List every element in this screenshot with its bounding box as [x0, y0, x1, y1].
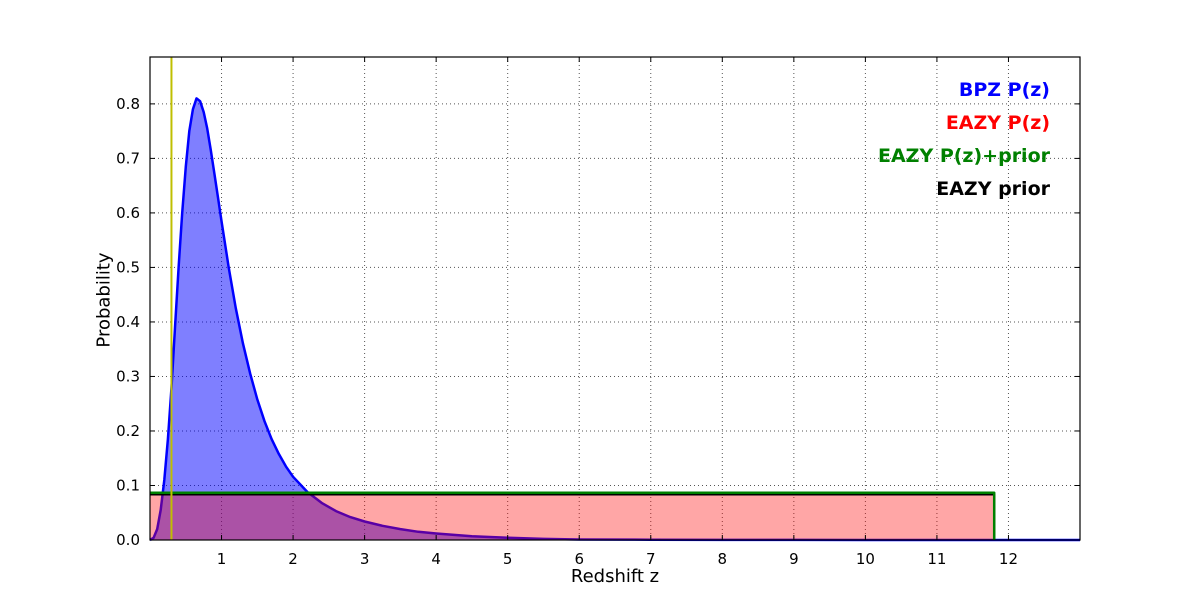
x-tick-label: 6	[574, 550, 584, 568]
y-tick-label: 0.0	[116, 531, 140, 549]
y-tick-label: 0.3	[116, 367, 140, 385]
x-tick-label: 2	[288, 550, 298, 568]
y-tick-label: 0.2	[116, 422, 140, 440]
plot-background	[150, 57, 1080, 540]
series-line-bpz-pz	[149, 97, 1080, 542]
series-fill-eazy-pz	[150, 493, 995, 540]
x-axis-label: Redshift z	[570, 566, 660, 587]
x-tick-label: 5	[503, 550, 513, 568]
axes-frame	[149, 56, 1081, 541]
legend-item-bpz-pz: BPZ P(z)	[958, 79, 1050, 101]
x-tick-label: 3	[360, 550, 370, 568]
y-tick-label: 0.6	[116, 204, 140, 222]
x-tick-label: 7	[646, 550, 656, 568]
x-tick-label: 12	[999, 550, 1018, 568]
y-tick-label: 0.1	[116, 476, 140, 494]
legend-item-eazy-pz-prior: EAZY P(z)+prior	[877, 145, 1050, 167]
x-tick-label: 11	[927, 550, 946, 568]
series-line-eazy-pz-prior	[150, 491, 996, 540]
y-axis-label: Probability	[93, 252, 115, 348]
y-tick-label: 0.7	[116, 149, 140, 167]
x-tick-label: 9	[789, 550, 799, 568]
legend-item-eazy-pz: EAZY P(z)	[945, 112, 1050, 134]
x-tick-label: 4	[431, 550, 441, 568]
y-tick-label: 0.8	[116, 95, 140, 113]
y-tick-label: 0.5	[116, 258, 140, 276]
x-tick-label: 10	[856, 550, 875, 568]
x-tick-label: 1	[217, 550, 227, 568]
series-fill-bpz-pz	[150, 98, 1080, 541]
y-tick-label: 0.4	[116, 313, 140, 331]
legend: BPZ P(z) EAZY P(z) EAZY P(z)+prior EAZY pri…	[878, 78, 1050, 210]
x-tick-label: 8	[718, 550, 728, 568]
legend-item-eazy-prior: EAZY prior	[936, 178, 1050, 200]
